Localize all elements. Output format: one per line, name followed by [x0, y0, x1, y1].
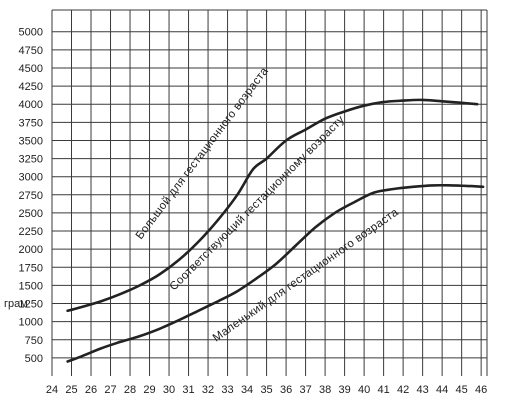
- y-tick-label: 2000: [19, 244, 43, 256]
- x-tick-label: 33: [221, 384, 233, 396]
- y-tick-label: 1750: [19, 262, 43, 274]
- x-tick-label: 35: [260, 384, 272, 396]
- y-tick-label: 1500: [19, 280, 43, 292]
- y-tick-label: 4000: [19, 99, 43, 111]
- x-tick-label: 38: [319, 384, 331, 396]
- y-tick-label: 4500: [19, 63, 43, 75]
- y-axis-unit-label: грам: [4, 298, 28, 310]
- x-tick-label: 46: [475, 384, 487, 396]
- x-tick-label: 39: [338, 384, 350, 396]
- y-tick-label: 3750: [19, 117, 43, 129]
- x-tick-label: 24: [46, 384, 58, 396]
- x-axis-ticks: 24 25 26 27 28 29 30 31 32 33 34 35 36 37 38 39 40 41 42 43…: [46, 384, 487, 396]
- chart-grid: [51, 9, 488, 376]
- y-tick-label: 1250: [19, 299, 43, 311]
- chart-series: [66, 98, 485, 363]
- y-tick-label: 3500: [19, 135, 43, 147]
- x-tick-label: 40: [358, 384, 370, 396]
- x-tick-label: 28: [124, 384, 136, 396]
- x-tick-label: 34: [241, 384, 253, 396]
- x-tick-label: 32: [202, 384, 214, 396]
- x-tick-label: 29: [143, 384, 155, 396]
- y-tick-label: 2750: [19, 190, 43, 202]
- x-tick-label: 27: [104, 384, 116, 396]
- series-line-appropriate: [66, 183, 485, 363]
- y-tick-label: 2250: [19, 226, 43, 238]
- x-tick-label: 31: [182, 384, 194, 396]
- x-tick-label: 43: [417, 384, 429, 396]
- y-tick-label: 5000: [19, 27, 43, 39]
- x-tick-label: 30: [163, 384, 175, 396]
- y-tick-label: 3250: [19, 154, 43, 166]
- x-tick-label: 36: [280, 384, 292, 396]
- x-tick-label: 42: [397, 384, 409, 396]
- y-tick-label: 2500: [19, 208, 43, 220]
- x-tick-label: 45: [456, 384, 468, 396]
- series-line-large: [66, 98, 479, 313]
- y-tick-label: 750: [25, 335, 43, 347]
- y-tick-label: 3000: [19, 172, 43, 184]
- x-tick-label: 25: [65, 384, 77, 396]
- x-tick-label: 37: [299, 384, 311, 396]
- x-tick-label: 26: [85, 384, 97, 396]
- y-axis-ticks: 500 750 1000 1250 1500 1750 2000 2250 2500 2750 30…: [19, 27, 43, 365]
- x-tick-label: 41: [377, 384, 389, 396]
- y-tick-label: 4750: [19, 45, 43, 57]
- y-tick-label: 4250: [19, 81, 43, 93]
- x-tick-label: 44: [436, 384, 448, 396]
- y-tick-label: 1000: [19, 317, 43, 329]
- y-tick-label: 500: [25, 353, 43, 365]
